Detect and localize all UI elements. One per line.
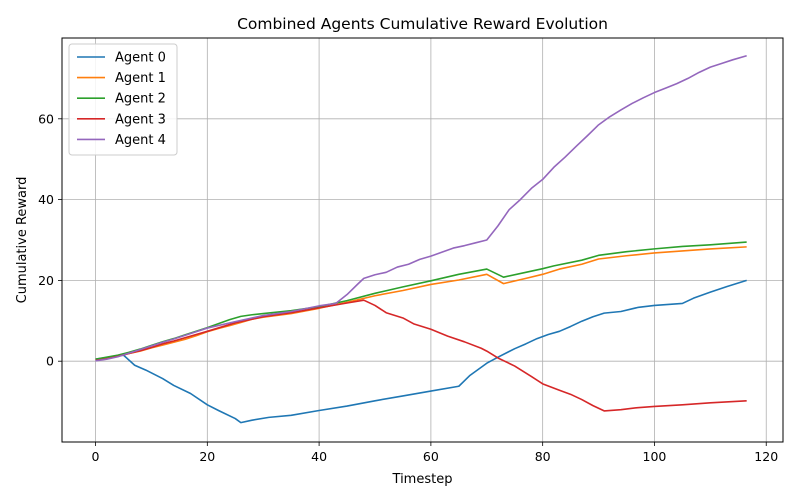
x-tick-label: 20 — [199, 449, 215, 464]
y-tick-label: 60 — [38, 111, 54, 126]
series-line-agent-3 — [95, 299, 747, 412]
x-axis: 0 20 40 60 80 100 120 — [92, 442, 778, 464]
legend-label-agent-2: Agent 2 — [115, 92, 166, 107]
legend-label-agent-1: Agent 1 — [115, 71, 166, 86]
y-tick-label: 20 — [38, 273, 54, 288]
legend-label-agent-4: Agent 4 — [115, 133, 166, 148]
legend: Agent 0 Agent 1 Agent 2 Agent 3 Agent 4 — [68, 43, 178, 156]
y-tick-label: 40 — [38, 192, 54, 207]
series-line-agent-4 — [95, 55, 747, 362]
x-tick-label: 120 — [754, 449, 778, 464]
legend-box — [68, 43, 178, 156]
x-tick-label: 60 — [423, 449, 439, 464]
legend-label-agent-0: Agent 0 — [115, 51, 166, 66]
x-axis-label: Timestep — [392, 472, 453, 487]
series-group — [95, 55, 747, 424]
grid — [62, 38, 783, 442]
plot-frame — [61, 37, 784, 443]
x-tick-label: 100 — [643, 449, 667, 464]
series-line-agent-0 — [95, 279, 747, 424]
y-tick-label: 0 — [46, 354, 54, 369]
x-tick-label: 40 — [311, 449, 327, 464]
y-axis: 0 20 40 60 — [38, 111, 62, 369]
chart-title: Combined Agents Cumulative Reward Evolut… — [237, 15, 608, 33]
x-tick-label: 80 — [535, 449, 551, 464]
y-axis-label: Cumulative Reward — [15, 177, 30, 304]
x-tick-label: 0 — [92, 449, 100, 464]
legend-label-agent-3: Agent 3 — [115, 112, 166, 127]
